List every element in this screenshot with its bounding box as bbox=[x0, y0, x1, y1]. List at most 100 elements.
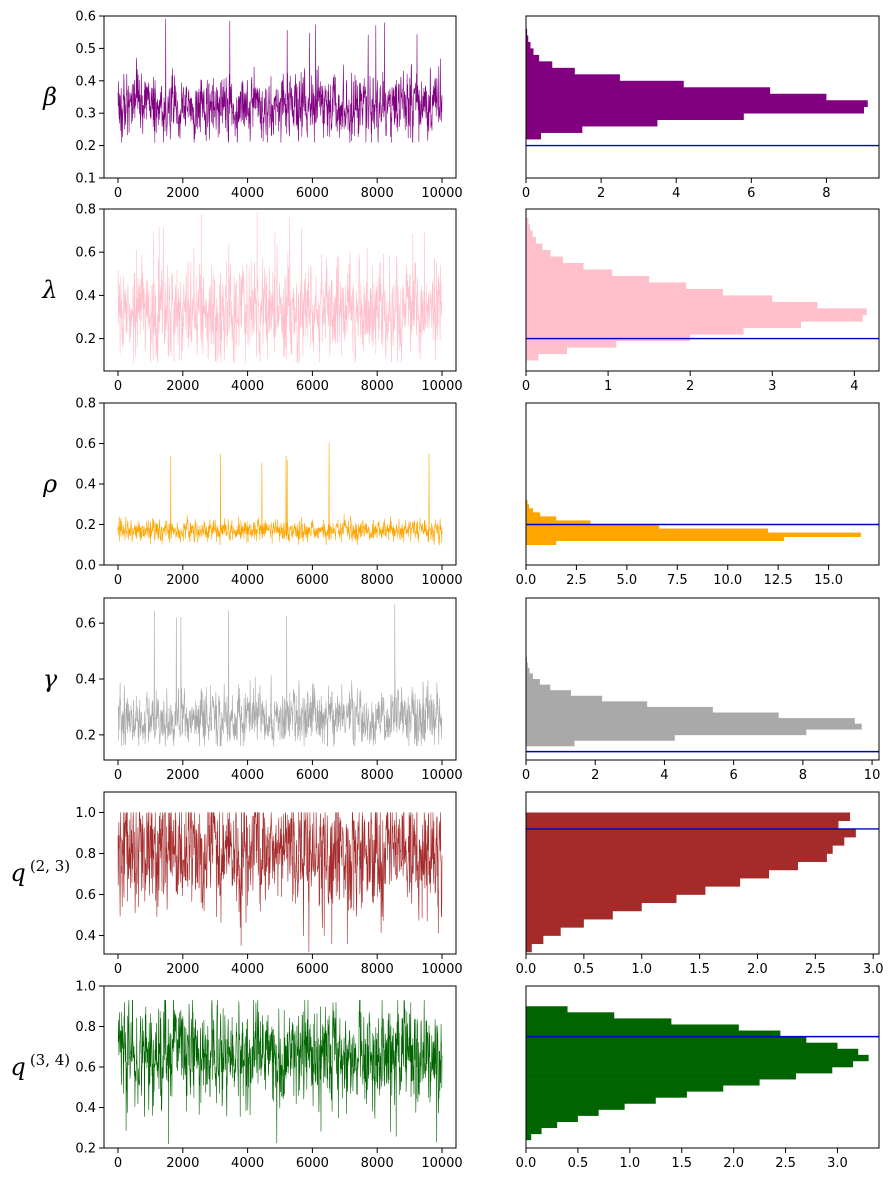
histogram-bar bbox=[526, 28, 528, 36]
histogram-bar bbox=[526, 723, 862, 730]
histogram-bar bbox=[526, 695, 603, 702]
y-tick-label: 0.4 bbox=[75, 929, 96, 944]
histogram-bar bbox=[526, 1103, 625, 1110]
histogram-bar bbox=[526, 684, 551, 691]
y-tick-label: 0.0 bbox=[75, 559, 96, 574]
x-tick-label: 10000 bbox=[421, 1156, 462, 1171]
parameter-symbol: q bbox=[10, 1053, 25, 1081]
histogram-bar bbox=[526, 690, 571, 697]
x-tick-label: 2000 bbox=[166, 1156, 199, 1171]
histogram-plot-1: 0 1 2 3 4 bbox=[522, 208, 880, 394]
trace-line-series bbox=[117, 442, 443, 546]
y-tick-label: 0.1 bbox=[75, 172, 96, 187]
y-tick-label: 0.5 bbox=[75, 42, 96, 57]
x-tick-label: 7.5 bbox=[667, 573, 688, 588]
trace-axes-frame bbox=[103, 791, 457, 955]
histogram-bar bbox=[526, 314, 863, 322]
histogram-bar bbox=[526, 740, 575, 747]
histogram-axes-frame bbox=[525, 791, 880, 955]
x-tick-label: 2000 bbox=[166, 186, 199, 201]
histogram-bar bbox=[526, 237, 536, 244]
histogram-bar bbox=[526, 902, 642, 912]
parameter-label-5: q (3, 4) bbox=[10, 1051, 70, 1081]
histogram-bar bbox=[526, 894, 677, 904]
trace-axes-frame bbox=[103, 15, 457, 179]
parameter-symbol: β bbox=[42, 83, 57, 111]
histogram-bar bbox=[526, 301, 818, 309]
histogram-bar bbox=[526, 1042, 838, 1050]
x-tick-label: 2.0 bbox=[723, 1156, 744, 1171]
y-tick-label: 0.4 bbox=[75, 1101, 96, 1116]
histogram-plot-2: 0.0 2.5 5.0 7.5 10.0 12.5 15.0 bbox=[516, 402, 880, 588]
x-tick-label: 6000 bbox=[296, 768, 329, 783]
x-tick-label: 6 bbox=[730, 768, 738, 783]
histogram-axes-frame bbox=[525, 597, 880, 761]
x-tick-label: 1.0 bbox=[619, 1156, 640, 1171]
x-tick-label: 10000 bbox=[421, 962, 462, 977]
x-tick-label: 2 bbox=[597, 186, 605, 201]
x-tick-label: 0 bbox=[522, 768, 530, 783]
x-tick-label: 0 bbox=[114, 1156, 122, 1171]
histogram-bar bbox=[526, 869, 770, 879]
histogram-bar bbox=[526, 1085, 724, 1092]
histogram-bar bbox=[526, 327, 744, 335]
x-tick-label: 4 bbox=[660, 768, 668, 783]
y-tick-label: 0.6 bbox=[75, 888, 96, 903]
histogram-bar bbox=[526, 828, 856, 838]
y-tick-label: 0.8 bbox=[75, 1020, 96, 1035]
y-tick-label: 0.6 bbox=[75, 10, 96, 25]
histogram-bar bbox=[526, 67, 575, 75]
histogram-bar bbox=[526, 54, 540, 62]
histogram-bar bbox=[526, 41, 531, 49]
x-tick-label: 2000 bbox=[166, 379, 199, 394]
trace-plot-4: 0 2000 4000 6000 8000 10000 0.4 0.6 0.8 1.0 bbox=[75, 791, 463, 977]
x-tick-label: 2.5 bbox=[566, 573, 587, 588]
x-tick-label: 12.5 bbox=[764, 573, 793, 588]
histogram-bar bbox=[526, 119, 658, 127]
parameter-label-2: ρ bbox=[42, 470, 57, 498]
x-tick-label: 5.0 bbox=[617, 573, 638, 588]
histogram-bars bbox=[526, 500, 861, 546]
histogram-bar bbox=[526, 340, 617, 348]
parameter-label-0: β bbox=[42, 83, 57, 111]
y-tick-label: 0.2 bbox=[75, 518, 96, 533]
x-tick-label: 2000 bbox=[166, 962, 199, 977]
x-tick-label: 0 bbox=[114, 962, 122, 977]
x-tick-label: 10000 bbox=[421, 768, 462, 783]
trace-line-series bbox=[117, 211, 443, 363]
histogram-bar bbox=[526, 132, 542, 140]
y-tick-label: 0.2 bbox=[75, 1142, 96, 1157]
x-tick-label: 8000 bbox=[361, 186, 394, 201]
histogram-bars bbox=[526, 656, 862, 747]
y-tick-label: 0.2 bbox=[75, 332, 96, 347]
histogram-bar bbox=[526, 288, 724, 296]
x-tick-label: 6000 bbox=[296, 573, 329, 588]
histogram-bar bbox=[526, 1133, 532, 1141]
histogram-plot-3: 0 2 4 6 8 10 bbox=[522, 597, 880, 783]
trace-plot-3: 0 2000 4000 6000 8000 10000 0.2 0.4 0.6 bbox=[75, 597, 463, 783]
x-tick-label: 8000 bbox=[361, 573, 394, 588]
histogram-bar bbox=[526, 532, 861, 537]
histogram-bar bbox=[526, 512, 541, 517]
histogram-bar bbox=[526, 243, 543, 251]
x-tick-label: 2.5 bbox=[775, 1156, 796, 1171]
x-tick-label: 10000 bbox=[421, 186, 462, 201]
histogram-bar bbox=[526, 943, 532, 953]
histogram-bar bbox=[526, 263, 584, 270]
x-tick-label: 1.5 bbox=[689, 962, 710, 977]
histogram-bar bbox=[526, 126, 583, 133]
histogram-plot-0: 0 2 4 6 8 bbox=[522, 15, 880, 201]
histogram-bars bbox=[526, 1006, 869, 1141]
y-tick-label: 0.2 bbox=[75, 139, 96, 154]
parameter-symbol: ρ bbox=[42, 470, 57, 498]
histogram-bar bbox=[526, 1054, 869, 1062]
trace-plot-2: 0 2000 4000 6000 8000 10000 0.0 0.2 0.4 0.6 0.8 bbox=[75, 397, 462, 589]
histogram-bar bbox=[526, 106, 864, 114]
x-tick-label: 6000 bbox=[296, 186, 329, 201]
histogram-bar bbox=[526, 100, 868, 108]
histogram-bar bbox=[526, 1121, 558, 1129]
histogram-bar bbox=[526, 667, 530, 674]
x-tick-label: 4000 bbox=[231, 962, 264, 977]
x-tick-label: 4000 bbox=[231, 768, 264, 783]
histogram-bar bbox=[526, 250, 551, 257]
